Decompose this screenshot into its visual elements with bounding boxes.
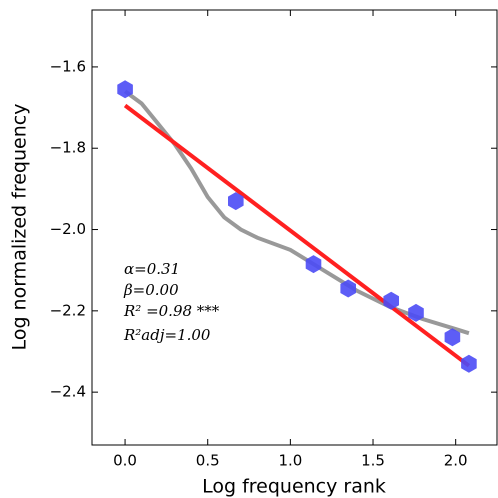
y-tick-label: −2.0 — [50, 220, 86, 238]
x-tick-label: 1.0 — [278, 452, 302, 470]
annotation: α=0.31 — [124, 260, 180, 278]
point — [383, 291, 399, 310]
annotation: R²adj=1.00 — [123, 326, 211, 344]
point — [408, 303, 424, 322]
x-tick-label: 2.0 — [444, 452, 468, 470]
point — [340, 279, 356, 298]
line — [123, 103, 471, 368]
line — [123, 89, 470, 336]
y-tick-label: −1.6 — [50, 57, 86, 75]
y-tick-label: −2.4 — [50, 383, 86, 401]
point — [117, 80, 133, 99]
point — [305, 255, 322, 274]
x-tick-label: 1.5 — [361, 452, 385, 470]
y-tick-label: −1.8 — [50, 139, 86, 157]
y-tick-label: −2.2 — [50, 301, 86, 319]
plot-frame — [91, 9, 498, 446]
annotation: β=0.00 — [123, 281, 179, 299]
y-axis-label: Log normalized frequency — [9, 104, 31, 351]
x-tick-label: 0.0 — [113, 452, 137, 470]
point — [444, 328, 461, 347]
x-axis-label: Log frequency rank — [202, 476, 386, 498]
point — [461, 354, 477, 373]
x-tick-label: 0.5 — [196, 452, 220, 470]
point — [228, 192, 244, 211]
annotation: R² =0.98 *** — [123, 302, 220, 320]
